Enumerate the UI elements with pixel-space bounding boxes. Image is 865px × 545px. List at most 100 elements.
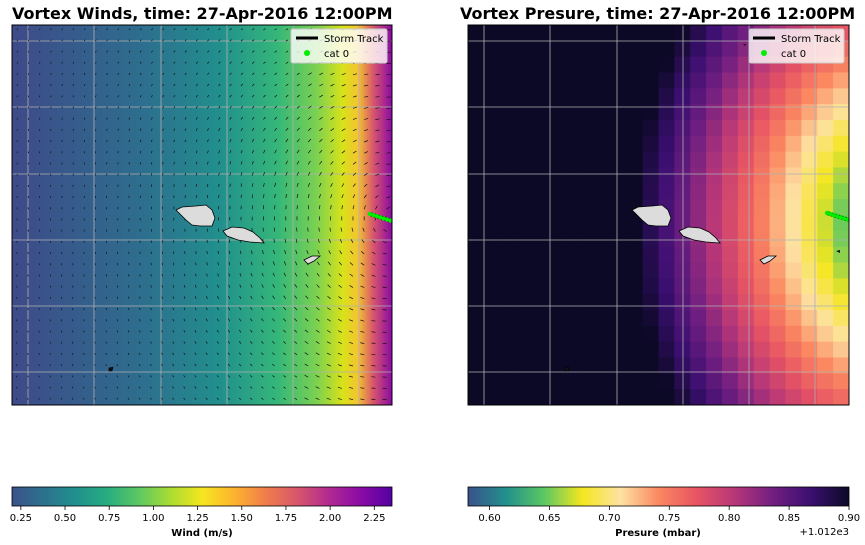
wind-vector <box>307 94 312 98</box>
wind-vector <box>117 128 119 131</box>
pressure-cell <box>515 294 532 311</box>
pressure-cell <box>531 40 548 58</box>
wind-vector <box>173 50 176 53</box>
pressure-cell <box>722 40 739 58</box>
wind-vector <box>151 95 153 98</box>
pressure-cell <box>579 167 596 184</box>
pressure-cell <box>706 40 723 58</box>
wind-vector <box>339 238 343 243</box>
wind-vector <box>308 83 312 87</box>
pressure-cell <box>737 294 755 311</box>
wind-vector <box>207 28 210 31</box>
pressure-cell <box>706 151 723 168</box>
wind-vector <box>128 139 130 143</box>
pressure-cell <box>483 120 501 137</box>
wind-vector <box>71 397 74 400</box>
pressure-cell <box>626 40 644 58</box>
colorbar-tick-label: 1.00 <box>142 513 164 524</box>
pressure-cell <box>547 167 564 184</box>
pressure-cell <box>531 120 548 137</box>
wind-vector <box>360 251 365 255</box>
wind-vector <box>49 319 51 322</box>
wind-vector <box>274 116 278 120</box>
wind-vector <box>218 83 221 87</box>
wind-vector <box>72 50 75 53</box>
legend-right: Storm Track cat 0 <box>748 28 845 64</box>
wind-vector <box>348 387 354 389</box>
wind-vector <box>83 364 85 367</box>
wind-vector <box>349 353 354 356</box>
wind-vector <box>371 308 376 311</box>
wind-vector <box>162 83 165 87</box>
pressure-cell <box>753 183 771 200</box>
wind-vector <box>375 151 380 154</box>
pressure-cell <box>753 230 771 248</box>
wind-vector <box>285 28 289 31</box>
wind-vector <box>50 106 52 109</box>
wind-vector <box>216 341 219 344</box>
pressure-cell <box>658 278 675 295</box>
island-upolu <box>175 204 216 227</box>
pressure-cell <box>468 167 485 184</box>
wind-vector <box>296 72 300 76</box>
pressure-cell <box>674 325 691 343</box>
wind-vector <box>128 106 131 109</box>
pressure-cell <box>499 325 517 343</box>
pressure-cell <box>642 25 659 42</box>
pressure-cell <box>722 104 739 121</box>
wind-vector <box>349 330 354 333</box>
wind-vector <box>139 319 141 322</box>
pressure-cell <box>468 72 485 89</box>
pressure-cell <box>674 25 691 42</box>
pressure-cell <box>690 325 707 343</box>
wind-vector <box>239 261 242 266</box>
wind-vector <box>360 364 365 367</box>
wind-vector <box>217 273 219 277</box>
wind-vector <box>274 72 278 76</box>
wind-vector <box>127 341 130 344</box>
wind-vector <box>60 341 63 344</box>
wind-vector <box>383 229 387 232</box>
wind-vector <box>349 296 354 300</box>
islands-left <box>108 204 322 372</box>
pressure-cell <box>706 246 723 263</box>
pressure-cell <box>658 373 675 390</box>
wind-vector <box>205 318 208 322</box>
pressure-cell <box>737 151 755 168</box>
wind-vector <box>249 363 253 367</box>
pressure-cell <box>833 310 850 327</box>
pressure-cell <box>563 88 580 105</box>
pressure-cell <box>674 104 691 121</box>
pressure-cell <box>801 151 818 168</box>
pressure-cell <box>483 88 501 105</box>
wind-vector <box>348 398 354 400</box>
pressure-cell <box>531 88 548 105</box>
pressure-cell <box>610 278 628 295</box>
pressure-cell <box>595 341 612 358</box>
pressure-cell <box>769 199 786 216</box>
pressure-cell <box>801 294 818 311</box>
wind-vector <box>60 397 63 400</box>
pressure-cell <box>674 183 691 200</box>
wind-vector <box>263 138 266 143</box>
wind-vector <box>261 363 264 367</box>
pressure-cell <box>515 183 532 200</box>
wind-vector <box>195 161 198 165</box>
wind-vector <box>172 307 175 311</box>
pressure-cell <box>531 310 548 327</box>
wind-vector <box>229 94 232 98</box>
wind-vector <box>352 106 357 109</box>
wind-vector <box>328 238 331 243</box>
wind-vector <box>216 318 219 322</box>
wind-vector <box>337 375 342 378</box>
wind-vector <box>364 151 369 154</box>
pressure-cell <box>722 230 739 248</box>
wind-vector <box>138 352 141 355</box>
pressure-cell <box>690 294 707 311</box>
wind-vector <box>27 397 29 400</box>
pressure-cell <box>563 215 580 232</box>
pressure-cell <box>817 294 834 311</box>
wind-vector <box>272 295 275 299</box>
pressure-cell <box>753 262 771 279</box>
pressure-cell <box>753 104 771 121</box>
